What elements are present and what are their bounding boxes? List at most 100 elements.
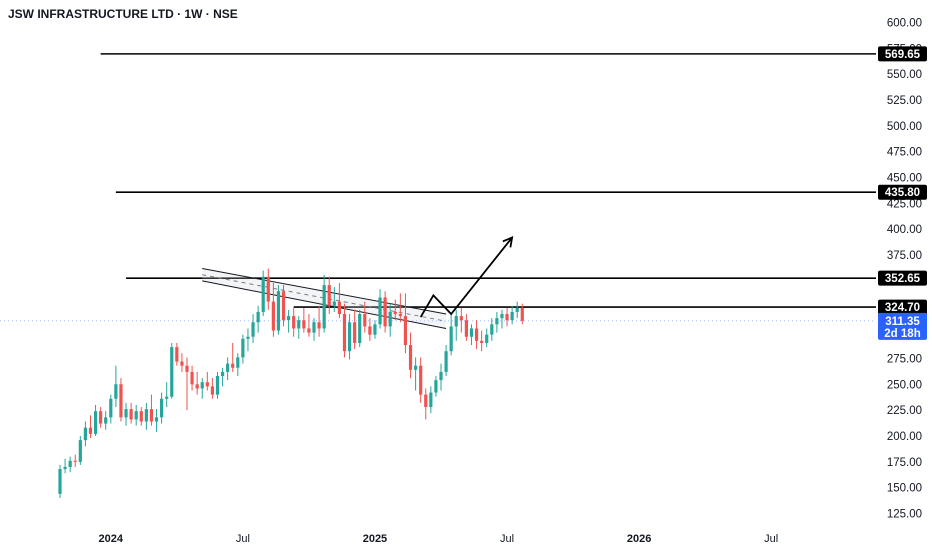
y-tick-label: 175.00 xyxy=(887,457,922,469)
candle-body xyxy=(195,384,199,389)
candle-body xyxy=(175,347,179,362)
candle-body xyxy=(149,409,154,422)
time-axis[interactable]: 2024 Jul 2025 Jul 2026 Jul xyxy=(99,533,779,545)
candle-body xyxy=(327,285,331,306)
candle xyxy=(464,313,468,341)
candle-body xyxy=(347,322,352,352)
candle xyxy=(485,328,489,348)
candle-body xyxy=(520,307,524,321)
candle xyxy=(358,309,362,348)
candle-body xyxy=(73,460,77,462)
candle-body xyxy=(276,291,281,331)
candle xyxy=(170,342,174,399)
candle-body xyxy=(358,313,362,343)
candle-body xyxy=(99,411,103,424)
level-tag-label: 324.70 xyxy=(885,302,920,314)
candle xyxy=(408,332,413,379)
candle-body xyxy=(408,345,413,370)
candle-body xyxy=(505,313,509,321)
candle-body xyxy=(429,392,433,408)
candle xyxy=(419,357,423,403)
candle xyxy=(261,270,265,317)
candle xyxy=(73,454,77,467)
candle-body xyxy=(393,311,397,314)
y-tick-label: 550.00 xyxy=(887,69,922,81)
candle-body xyxy=(134,411,138,420)
price-axis[interactable]: 125.00 150.00 175.00 200.00 225.00 250.00 275.… xyxy=(887,18,922,521)
candle xyxy=(129,402,133,424)
candle-body xyxy=(363,313,367,327)
candle xyxy=(109,394,113,424)
candle xyxy=(139,407,143,426)
candle-body xyxy=(154,417,159,422)
candle-body xyxy=(58,469,62,494)
candle-body xyxy=(246,336,250,339)
candle-body xyxy=(500,313,504,319)
candle-body xyxy=(144,409,148,422)
candle xyxy=(353,309,357,350)
candle-body xyxy=(185,365,189,372)
candle xyxy=(256,305,260,333)
candle xyxy=(119,378,123,422)
candle xyxy=(459,307,463,333)
candle xyxy=(363,301,367,333)
candle-body xyxy=(68,460,72,467)
candle-body xyxy=(510,311,514,321)
candle-body xyxy=(160,398,164,418)
candle-body xyxy=(469,328,474,337)
current-price-tag xyxy=(878,312,927,340)
candle-body xyxy=(129,409,133,420)
candle-body xyxy=(83,427,87,441)
candle xyxy=(317,305,321,337)
candle-body xyxy=(210,386,214,395)
y-tick-label: 125.00 xyxy=(887,509,922,521)
x-tick-label: Jul xyxy=(500,533,514,545)
candle-body xyxy=(256,311,260,323)
candle xyxy=(165,382,169,408)
candle xyxy=(93,404,98,436)
candle xyxy=(302,307,306,333)
y-tick-label: 525.00 xyxy=(887,95,922,107)
candle xyxy=(124,402,128,426)
candle-body xyxy=(419,365,423,395)
candle xyxy=(520,303,524,325)
candle xyxy=(185,357,189,411)
candle-body xyxy=(403,316,408,346)
candle-body xyxy=(78,440,82,462)
candle xyxy=(88,415,93,439)
candle xyxy=(200,378,204,399)
candle-body xyxy=(459,316,463,321)
candle-body xyxy=(322,285,326,329)
candle xyxy=(195,371,199,395)
candle xyxy=(505,307,509,327)
candle xyxy=(236,353,240,377)
candle xyxy=(99,407,103,428)
y-tick-label: 225.00 xyxy=(887,405,922,417)
y-tick-label: 150.00 xyxy=(887,483,922,495)
candle xyxy=(266,268,270,310)
candle xyxy=(78,435,82,465)
candle-body xyxy=(236,357,240,368)
candle xyxy=(287,309,291,333)
chart-title: JSW INFRASTRUCTURE LTD · 1W · NSE xyxy=(8,7,238,21)
candle xyxy=(500,309,504,329)
candle xyxy=(190,365,194,391)
arrow-head xyxy=(502,236,514,248)
candle xyxy=(439,363,443,391)
candle xyxy=(322,274,326,333)
candle-body xyxy=(317,322,321,329)
candle-body xyxy=(373,324,377,335)
candle-body xyxy=(307,328,311,333)
candle-body xyxy=(266,276,270,302)
candle xyxy=(474,320,479,350)
candle xyxy=(134,404,138,426)
candles xyxy=(58,268,524,498)
y-tick-label: 500.00 xyxy=(887,121,922,133)
candle-body xyxy=(434,380,438,393)
candle-body xyxy=(495,318,499,325)
candle-body xyxy=(190,371,194,385)
candle xyxy=(347,313,352,360)
candle-body xyxy=(170,347,174,397)
candle-body xyxy=(454,316,458,327)
candle-body xyxy=(261,276,265,312)
